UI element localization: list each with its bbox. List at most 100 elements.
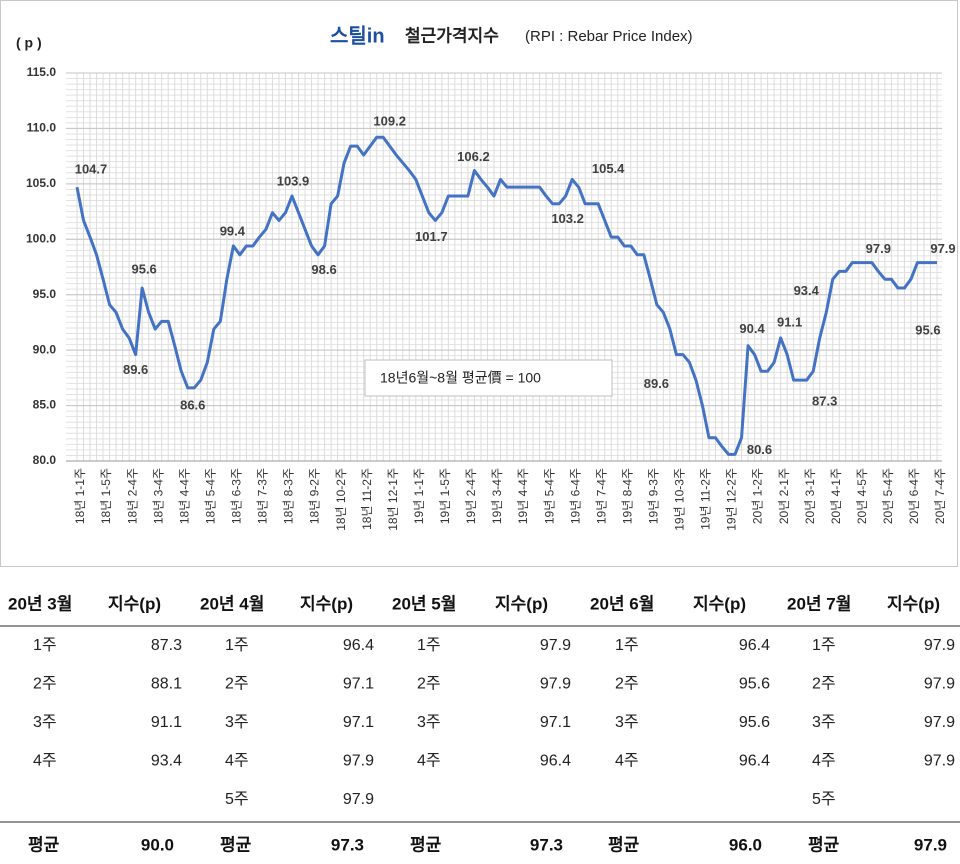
annotation-box bbox=[364, 359, 613, 397]
data-label: 91.1 bbox=[777, 314, 802, 329]
x-tick-label: 19년 6-4주 bbox=[568, 468, 582, 524]
data-line bbox=[75, 135, 937, 456]
week-label: 4주 bbox=[417, 753, 441, 770]
week-label: 1주 bbox=[225, 637, 249, 654]
plot: 80.0 85.0 90.0 95.0 100.0 105.0 110.0 115.0 18년 … bbox=[26, 65, 956, 531]
index-value: 97.1 bbox=[343, 676, 374, 693]
x-tick-label: 18년 11-2주 bbox=[360, 468, 374, 530]
avg-value: 96.0 bbox=[729, 835, 762, 854]
month-header: 20년 7월 bbox=[787, 594, 851, 613]
index-header: 지수(p) bbox=[108, 594, 161, 613]
index-value: 97.1 bbox=[540, 714, 571, 731]
chart-subtitle: (RPI : Rebar Price Index) bbox=[525, 28, 693, 45]
week-label: 2주 bbox=[225, 676, 249, 693]
x-tick-label: 18년 1-1주 bbox=[73, 468, 87, 524]
index-value: 91.1 bbox=[151, 714, 182, 731]
week-label: 4주 bbox=[615, 753, 639, 770]
week-label: 4주 bbox=[33, 753, 57, 770]
data-label: 95.6 bbox=[131, 262, 156, 277]
x-tick-label: 19년 12-2주 bbox=[725, 468, 739, 531]
week-label: 1주 bbox=[812, 637, 836, 654]
index-value: 97.9 bbox=[343, 753, 374, 770]
week-label: 3주 bbox=[33, 714, 57, 731]
y-tick-label: 80.0 bbox=[33, 453, 57, 467]
x-tick-label: 18년 6-3주 bbox=[230, 468, 244, 524]
x-tick-label: 18년 12-1주 bbox=[386, 468, 400, 531]
x-tick-label: 19년 8-4주 bbox=[620, 468, 634, 524]
week-label: 2주 bbox=[417, 676, 441, 693]
x-tick-label: 20년 4-5주 bbox=[855, 468, 869, 524]
avg-value: 97.3 bbox=[530, 835, 563, 854]
data-label: 104.7 bbox=[75, 162, 108, 177]
logo: 스틸in bbox=[330, 24, 385, 47]
week-label: 4주 bbox=[225, 753, 249, 770]
x-tick-label: 18년 8-3주 bbox=[282, 468, 296, 524]
index-header: 지수(p) bbox=[887, 594, 940, 613]
x-tick-label: 20년 5-4주 bbox=[881, 468, 895, 524]
avg-value: 90.0 bbox=[141, 835, 174, 854]
week-label: 3주 bbox=[417, 714, 441, 731]
x-tick-label: 18년 2-4주 bbox=[125, 468, 139, 524]
index-value: 97.1 bbox=[343, 714, 374, 731]
x-tick-label: 20년 6-4주 bbox=[907, 468, 921, 524]
x-tick-label: 18년 3-4주 bbox=[151, 468, 165, 524]
week-label: 3주 bbox=[615, 714, 639, 731]
y-tick-label: 95.0 bbox=[33, 287, 57, 301]
index-value: 87.3 bbox=[151, 637, 182, 654]
data-label: 103.9 bbox=[277, 173, 310, 188]
index-value: 96.4 bbox=[540, 753, 571, 770]
avg-value: 97.9 bbox=[914, 835, 947, 854]
month-header: 20년 4월 bbox=[200, 594, 264, 613]
data-label: 98.6 bbox=[311, 262, 336, 277]
data-label: 87.3 bbox=[812, 394, 837, 409]
y-tick-label: 105.0 bbox=[26, 176, 56, 190]
data-label: 109.2 bbox=[373, 114, 406, 129]
index-value: 96.4 bbox=[343, 637, 374, 654]
avg-label: 평균 bbox=[28, 835, 60, 854]
index-header: 지수(p) bbox=[495, 594, 548, 613]
data-label: 90.4 bbox=[739, 321, 765, 336]
week-label: 2주 bbox=[615, 676, 639, 693]
data-label: 97.9 bbox=[930, 241, 955, 256]
week-label: 2주 bbox=[812, 676, 836, 693]
week-label: 1주 bbox=[615, 637, 639, 654]
data-label: 95.6 bbox=[915, 323, 940, 338]
data-label: 93.4 bbox=[794, 283, 820, 298]
x-tick-label: 20년 4-1주 bbox=[829, 468, 843, 524]
chart-title: 철근가격지수 bbox=[405, 26, 499, 45]
index-value: 97.9 bbox=[540, 676, 571, 693]
index-value: 93.4 bbox=[151, 753, 182, 770]
index-value: 97.9 bbox=[924, 676, 955, 693]
x-tick-label: 18년 10-2주 bbox=[334, 468, 348, 531]
avg-label: 평균 bbox=[808, 835, 840, 854]
y-axis-label: ( p ) bbox=[16, 35, 42, 51]
index-value: 88.1 bbox=[151, 676, 182, 693]
index-value: 97.9 bbox=[343, 791, 374, 808]
index-header: 지수(p) bbox=[300, 594, 353, 613]
index-value: 95.6 bbox=[739, 676, 770, 693]
index-value: 97.9 bbox=[924, 637, 955, 654]
x-tick-label: 19년 1-5주 bbox=[438, 468, 452, 524]
avg-label: 평균 bbox=[410, 835, 442, 854]
y-tick-label: 85.0 bbox=[33, 398, 57, 412]
x-tick-label: 18년 7-3주 bbox=[256, 468, 270, 524]
avg-label: 평균 bbox=[220, 835, 252, 854]
month-header: 20년 6월 bbox=[590, 594, 654, 613]
month-header: 20년 5월 bbox=[392, 594, 456, 613]
y-tick-label: 115.0 bbox=[27, 65, 57, 79]
x-tick-label: 19년 5-4주 bbox=[542, 468, 556, 524]
x-tick-label: 19년 4-4주 bbox=[516, 468, 530, 524]
data-label: 89.6 bbox=[123, 362, 148, 377]
week-label: 1주 bbox=[417, 637, 441, 654]
x-tick-label: 19년 1-1주 bbox=[412, 468, 426, 524]
x-tick-label: 19년 2-4주 bbox=[464, 468, 478, 524]
y-tick-label: 100.0 bbox=[26, 231, 56, 245]
week-label: 2주 bbox=[33, 676, 57, 693]
index-value: 97.9 bbox=[540, 637, 571, 654]
data-label: 106.2 bbox=[457, 149, 490, 164]
week-label: 5주 bbox=[812, 791, 836, 808]
data-label: 101.7 bbox=[415, 229, 448, 244]
x-tick-label: 19년 11-2주 bbox=[699, 468, 713, 530]
